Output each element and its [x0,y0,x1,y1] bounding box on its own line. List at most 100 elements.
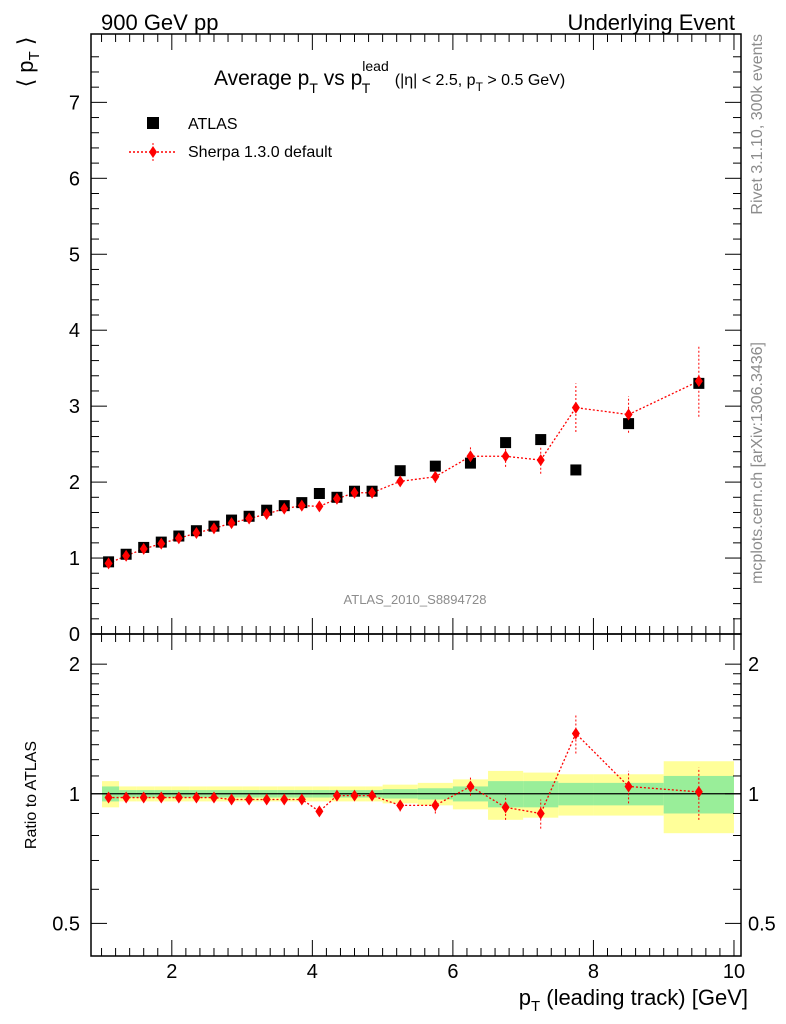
ratio-sherpa-point [122,791,131,804]
sherpa-point [139,542,148,555]
title-cut-b: > 0.5 GeV) [483,72,565,89]
ratio-ytick-label: 0.5 [52,913,80,935]
title-cut-sub: T [476,80,484,94]
title-cut-a: (|η| < 2.5, p [390,72,475,89]
ratio-panel: 0.5 0.5 1 1 2 2 2 4 6 8 10 [52,633,776,983]
sherpa-point [501,450,510,463]
sherpa-point [694,375,703,388]
atlas-point [464,457,476,469]
ratio-sherpa-point [315,805,324,818]
sherpa-point [227,517,236,530]
ratio-xtick-label: 10 [723,961,745,983]
sherpa-point [368,486,377,499]
ratio-ytick-label: 2 [69,654,80,676]
plot-title: Average pT vs plead T (|η| < 2.5, pT > 0.… [214,58,565,96]
sherpa-point [157,537,166,550]
xlabel: pT (leading track) [GeV] [519,985,748,1015]
ratio-sherpa-point [262,793,271,806]
atlas-point [570,464,582,476]
ratio-sherpa-point [139,791,148,804]
ratio-sherpa-point [227,793,236,806]
ratio-sherpa-point [245,793,254,806]
ratio-sherpa-point [694,785,703,798]
ratio-sherpa-point [280,793,289,806]
main-ytick-label: 6 [69,168,80,190]
sherpa-point [174,532,183,545]
rivet-version-label: Rivet 3.1.10, 300k events [749,34,766,215]
ratio-sherpa-point [192,791,201,804]
ratio-xtick-label: 2 [166,961,177,983]
header-right: Underlying Event [567,10,735,35]
sherpa-point [624,408,633,421]
sherpa-point [192,526,201,539]
sherpa-point [466,450,475,463]
legend-atlas-marker [147,117,159,129]
ratio-sherpa-point [104,791,113,804]
main-ytick-label: 2 [69,472,80,494]
sherpa-point [280,502,289,515]
main-ytick-label: 3 [69,396,80,418]
main-ytick-label: 0 [69,624,80,646]
ratio-frame [90,633,742,957]
sherpa-point [332,492,341,505]
mcplots-label: mcplots.cern.ch [arXiv:1306.3436] [749,342,766,584]
ratio-sherpa-point [297,793,306,806]
legend-atlas-label: ATLAS [188,116,238,133]
sherpa-point [315,500,324,513]
ratio-ytick-label-right: 0.5 [748,913,776,935]
ratio-ylabel: Ratio to ATLAS [23,741,40,849]
ratio-ytick-label: 1 [69,784,80,806]
title-sup-lead: lead [362,58,388,74]
sherpa-point [262,508,271,520]
sherpa-point [297,499,306,512]
svg-text:⟨ pT ⟩: ⟨ pT ⟩ [13,37,43,88]
main-panel: 0 1 2 3 4 5 6 7 [69,33,742,646]
ratio-sherpa-point [350,789,359,802]
ratio-xtick-label: 4 [307,961,318,983]
atlas-point [535,434,547,446]
atlas-point [394,465,406,477]
ratio-sherpa-point [536,807,545,820]
ratio-ytick-label-right: 2 [748,654,759,676]
main-ytick-label: 7 [69,92,80,114]
sherpa-point [350,486,359,499]
ratio-sherpa-point [209,791,218,804]
sherpa-point [571,401,580,414]
ratio-sherpa-point [431,799,440,812]
ratio-sherpa-point [501,801,510,814]
main-ytick-label: 5 [69,244,80,266]
main-ytick-label: 1 [69,548,80,570]
ratio-sherpa-point [624,780,633,793]
atlas-point [500,437,512,449]
ratio-sherpa-line [108,732,699,815]
main-ytick-label: 4 [69,320,80,342]
ratio-sherpa-point [571,727,580,740]
sherpa-point [536,454,545,467]
atlas-point [313,487,325,499]
analysis-id: ATLAS_2010_S8894728 [344,592,487,607]
title-prefix: Average p [214,67,309,90]
ratio-xtick-label: 8 [588,961,599,983]
sherpa-point [209,522,218,535]
main-ylabel: ⟨ pT ⟩ [13,37,43,88]
sherpa-point [104,557,113,570]
ratio-sherpa-point [157,791,166,804]
ratio-xtick-label: 6 [447,961,458,983]
ratio-ytick-label-right: 1 [748,784,759,806]
sherpa-point [122,549,131,562]
header-left: 900 GeV pp [101,10,218,35]
legend-sherpa-marker [149,146,157,158]
atlas-point [623,418,635,430]
title-sub-t: T [309,80,318,96]
sherpa-point [245,512,254,525]
title-vs: vs p [318,67,362,90]
legend: ATLAS Sherpa 1.3.0 default [129,116,333,161]
sherpa-point [431,470,440,483]
title-sub-t2: T [362,80,371,96]
ratio-sherpa-point [332,789,341,802]
ratio-sherpa-point [174,791,183,804]
sherpa-point [396,475,405,488]
atlas-point [429,460,441,472]
legend-sherpa-label: Sherpa 1.3.0 default [188,144,333,161]
